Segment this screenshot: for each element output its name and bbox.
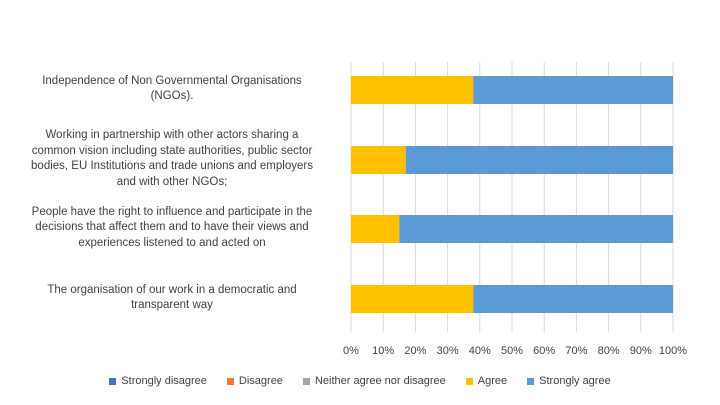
legend-item: Disagree xyxy=(226,375,283,387)
bar-segment-strongly-agree xyxy=(399,215,673,243)
category-label-line: decisions that affect them and to have t… xyxy=(35,221,309,234)
legend-swatch xyxy=(465,377,473,385)
category-label-line: transparent way xyxy=(131,299,213,311)
x-tick-label: 30% xyxy=(436,345,459,357)
legend-swatch xyxy=(527,377,535,385)
bar-segment-agree xyxy=(351,215,400,243)
category-label: People have the right to influence and p… xyxy=(7,205,337,252)
x-tick-label: 10% xyxy=(372,345,395,357)
x-tick-label: 80% xyxy=(597,345,620,357)
bar-segment-agree xyxy=(351,285,474,313)
bar-segment-strongly-agree xyxy=(473,76,673,104)
legend-label: Disagree xyxy=(238,375,283,387)
bar-segment-agree xyxy=(351,76,474,104)
legend-item: Neither agree nor disagree xyxy=(302,375,446,387)
legend: Strongly disagree Disagree Neither agree n… xyxy=(0,375,720,387)
legend-label: Strongly agree xyxy=(539,375,611,387)
legend-swatch xyxy=(109,377,117,385)
category-label-line: common vision including state authoritie… xyxy=(31,144,313,157)
category-label-line: People have the right to influence and p… xyxy=(31,205,313,218)
x-tick-label: 100% xyxy=(658,345,688,357)
x-tick-label: 0% xyxy=(343,345,359,357)
x-tick-label: 40% xyxy=(468,345,491,357)
bar-segment-strongly-agree xyxy=(473,285,673,313)
category-label-line: (NGOs). xyxy=(150,90,194,102)
legend-swatch xyxy=(302,377,310,385)
category-label-line: Working in partnership with other actors… xyxy=(45,129,299,141)
category-label: Working in partnership with other actors… xyxy=(7,128,337,190)
x-tick-label: 50% xyxy=(500,345,524,357)
category-label-line: bodies, EU Institutions and trade unions… xyxy=(31,160,313,172)
category-label-line: and with other NGOs; xyxy=(116,175,228,188)
x-tick-label: 90% xyxy=(629,345,652,357)
category-label: Independence of Non Governmental Organis… xyxy=(7,74,337,105)
legend-swatch xyxy=(226,377,234,385)
category-label-line: The organisation of our work in a democr… xyxy=(47,283,297,296)
legend-label: Strongly disagree xyxy=(121,375,207,387)
legend-item: Strongly disagree xyxy=(109,375,207,387)
legend-label: Neither agree nor disagree xyxy=(314,375,446,387)
bar-segment-strongly-agree xyxy=(405,146,673,174)
x-tick-label: 20% xyxy=(404,345,427,357)
legend-label: Agree xyxy=(477,375,508,387)
category-label-line: experiences listened to and acted on xyxy=(78,236,266,249)
bars xyxy=(351,76,673,313)
category-label: The organisation of our work in a democr… xyxy=(7,283,337,314)
x-tick-label: 60% xyxy=(533,345,556,357)
category-label-line: Independence of Non Governmental Organis… xyxy=(42,74,302,87)
bar-segment-agree xyxy=(351,146,406,174)
legend-item: Agree xyxy=(465,375,508,387)
legend-item: Strongly agree xyxy=(527,375,611,387)
x-tick-label: 70% xyxy=(565,345,588,357)
